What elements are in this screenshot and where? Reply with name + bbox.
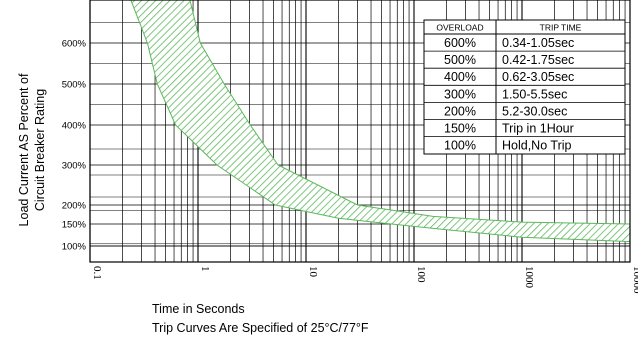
y-tick-label: 600% xyxy=(62,39,87,50)
table-cell-trip-time: Hold,No Trip xyxy=(502,139,572,153)
y-tick-label: 200% xyxy=(62,201,87,212)
y-tick-label: 100% xyxy=(62,242,87,253)
plot-frame xyxy=(89,0,631,263)
table-header-trip-time: TRIP TIME xyxy=(540,23,582,33)
table-header-overload: OVERLOAD xyxy=(436,23,483,33)
y-tick-labels: 600% 500% 400% 300% 200% 150% 100% xyxy=(62,39,87,253)
table-cell-trip-time: 0.34-1.05sec xyxy=(502,36,574,50)
table-cell-overload: 200% xyxy=(444,104,476,118)
y-tick-label: 300% xyxy=(62,161,87,172)
y-axis-title-line-1: Load Current AS Percent of xyxy=(17,73,31,226)
x-tick-label: 100 xyxy=(415,266,427,283)
x-tick-label: 10 xyxy=(307,266,319,278)
table-cell-overload: 500% xyxy=(444,53,476,67)
table-cell-trip-time: 1.50-5.5sec xyxy=(502,87,567,101)
y-tick-label: 150% xyxy=(62,220,87,231)
table-cell-overload: 300% xyxy=(444,87,476,101)
table-cell-trip-time: 0.62-3.05sec xyxy=(502,70,574,84)
table-cell-overload: 400% xyxy=(444,70,476,84)
x-tick-label: 10000 xyxy=(631,266,638,294)
y-axis-title-line-2: Circuit Breaker Rating xyxy=(33,89,47,211)
y-tick-label: 400% xyxy=(62,121,87,132)
table-cell-trip-time: 0.42-1.75sec xyxy=(502,53,574,67)
table-cell-trip-time: 5.2-30.0sec xyxy=(502,104,567,118)
table-cell-overload: 150% xyxy=(444,122,476,136)
x-tick-label: 1000 xyxy=(523,266,535,289)
x-tick-label: 0.1 xyxy=(91,266,103,280)
y-tick-label: 500% xyxy=(62,80,87,91)
table-cell-trip-time: Trip in 1Hour xyxy=(502,122,574,136)
x-axis-title: Time in Seconds xyxy=(152,302,245,316)
x-tick-label: 1 xyxy=(199,266,211,272)
x-tick-labels: 0.1 1 10 100 1000 10000 xyxy=(91,266,638,294)
chart-footnote: Trip Curves Are Specified of 25°C/77°F xyxy=(152,321,369,335)
table-cell-overload: 100% xyxy=(444,139,476,153)
trip-time-table: OVERLOAD TRIP TIME 600% 0.34-1.05sec 500% 0.4… xyxy=(423,19,626,155)
y-axis-title: Load Current AS Percent of Circuit Break… xyxy=(17,73,47,226)
table-cell-overload: 600% xyxy=(444,36,476,50)
